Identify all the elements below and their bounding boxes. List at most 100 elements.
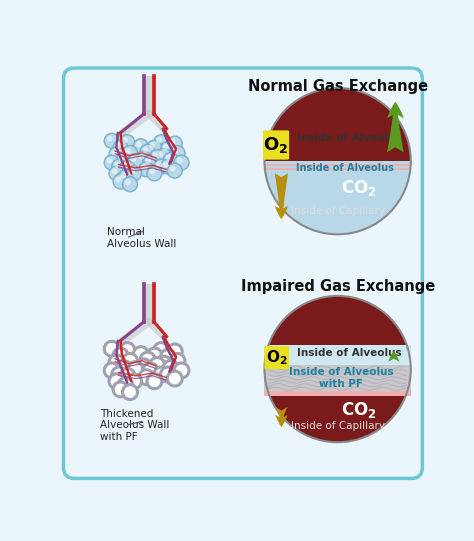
- Circle shape: [149, 168, 155, 174]
- Circle shape: [147, 374, 162, 389]
- Circle shape: [133, 347, 148, 361]
- Circle shape: [161, 367, 175, 382]
- Circle shape: [109, 355, 124, 370]
- Circle shape: [104, 341, 119, 356]
- Circle shape: [141, 164, 147, 170]
- Circle shape: [143, 147, 148, 153]
- Circle shape: [113, 140, 128, 155]
- Circle shape: [120, 135, 135, 150]
- Circle shape: [139, 162, 154, 177]
- Text: $\mathbf{CO_2}$: $\mathbf{CO_2}$: [341, 178, 377, 198]
- Circle shape: [170, 353, 185, 368]
- Circle shape: [128, 361, 143, 377]
- Circle shape: [123, 385, 137, 400]
- Circle shape: [143, 363, 158, 378]
- Circle shape: [139, 370, 154, 385]
- Text: Inside of Alveolus: Inside of Alveolus: [297, 133, 401, 143]
- Text: $\mathbf{O_2}$: $\mathbf{O_2}$: [266, 348, 288, 367]
- Circle shape: [118, 155, 124, 161]
- Circle shape: [170, 146, 185, 161]
- Circle shape: [123, 177, 137, 192]
- Circle shape: [109, 166, 124, 181]
- Circle shape: [152, 152, 158, 158]
- Text: Inside of Alveolus: Inside of Alveolus: [296, 163, 394, 173]
- Circle shape: [120, 173, 126, 179]
- Text: Impaired Gas Exchange: Impaired Gas Exchange: [240, 279, 435, 294]
- Circle shape: [174, 363, 189, 378]
- Circle shape: [122, 163, 128, 169]
- Circle shape: [109, 147, 124, 162]
- Bar: [264, 345, 411, 365]
- Circle shape: [163, 144, 169, 150]
- Circle shape: [128, 154, 143, 169]
- Text: $\mathbf{CO_2}$: $\mathbf{CO_2}$: [341, 400, 377, 420]
- Circle shape: [140, 144, 155, 159]
- Text: Inside of Alveolus: Inside of Alveolus: [297, 348, 401, 358]
- Circle shape: [159, 151, 165, 157]
- Circle shape: [167, 163, 182, 178]
- Circle shape: [154, 159, 169, 174]
- FancyBboxPatch shape: [264, 346, 289, 370]
- Circle shape: [116, 153, 131, 167]
- Circle shape: [111, 149, 118, 155]
- Circle shape: [163, 360, 178, 375]
- Circle shape: [154, 342, 169, 358]
- Circle shape: [161, 349, 175, 364]
- Text: Inside of Capillary: Inside of Capillary: [291, 206, 384, 216]
- Circle shape: [156, 137, 162, 143]
- Circle shape: [104, 363, 119, 378]
- Text: Normal
Alveolus Wall: Normal Alveolus Wall: [107, 227, 176, 249]
- Circle shape: [112, 159, 127, 174]
- Circle shape: [156, 148, 171, 163]
- Text: Normal Gas Exchange: Normal Gas Exchange: [247, 79, 428, 94]
- Circle shape: [138, 154, 145, 160]
- Circle shape: [120, 342, 135, 358]
- Circle shape: [163, 162, 169, 168]
- Text: Inside of Capillary: Inside of Capillary: [291, 421, 384, 431]
- Circle shape: [129, 168, 135, 174]
- Circle shape: [112, 367, 127, 382]
- Circle shape: [143, 155, 158, 170]
- Circle shape: [118, 170, 133, 185]
- Circle shape: [154, 367, 169, 382]
- Circle shape: [140, 352, 155, 367]
- Bar: [264, 166, 411, 168]
- Circle shape: [165, 155, 172, 161]
- Circle shape: [170, 138, 176, 144]
- Circle shape: [176, 157, 182, 163]
- Circle shape: [161, 142, 175, 156]
- Circle shape: [127, 166, 142, 181]
- Circle shape: [116, 176, 121, 182]
- Circle shape: [136, 141, 142, 147]
- Text: Thickened
Alveolus Wall
with PF: Thickened Alveolus Wall with PF: [100, 408, 170, 442]
- Circle shape: [107, 157, 113, 163]
- Circle shape: [104, 134, 119, 148]
- Circle shape: [156, 162, 162, 168]
- Circle shape: [116, 143, 121, 149]
- Circle shape: [154, 135, 169, 150]
- Circle shape: [150, 150, 164, 164]
- Circle shape: [264, 296, 411, 442]
- Circle shape: [150, 358, 164, 372]
- Text: Inside of Alveolus
with PF: Inside of Alveolus with PF: [289, 367, 394, 389]
- Bar: [264, 391, 411, 397]
- Circle shape: [123, 146, 137, 161]
- Circle shape: [173, 148, 178, 154]
- Circle shape: [147, 166, 162, 181]
- Circle shape: [161, 159, 175, 174]
- Circle shape: [113, 348, 128, 363]
- Circle shape: [156, 356, 171, 371]
- Circle shape: [163, 153, 178, 167]
- Circle shape: [147, 140, 162, 155]
- Circle shape: [264, 88, 411, 234]
- Circle shape: [130, 156, 137, 162]
- Circle shape: [120, 368, 135, 384]
- Circle shape: [116, 360, 131, 375]
- Circle shape: [147, 348, 162, 363]
- Text: $\mathbf{O_2}$: $\mathbf{O_2}$: [264, 135, 289, 155]
- Circle shape: [170, 166, 176, 171]
- Circle shape: [136, 359, 151, 374]
- Bar: [264, 161, 411, 167]
- Circle shape: [122, 137, 128, 143]
- Circle shape: [120, 161, 135, 175]
